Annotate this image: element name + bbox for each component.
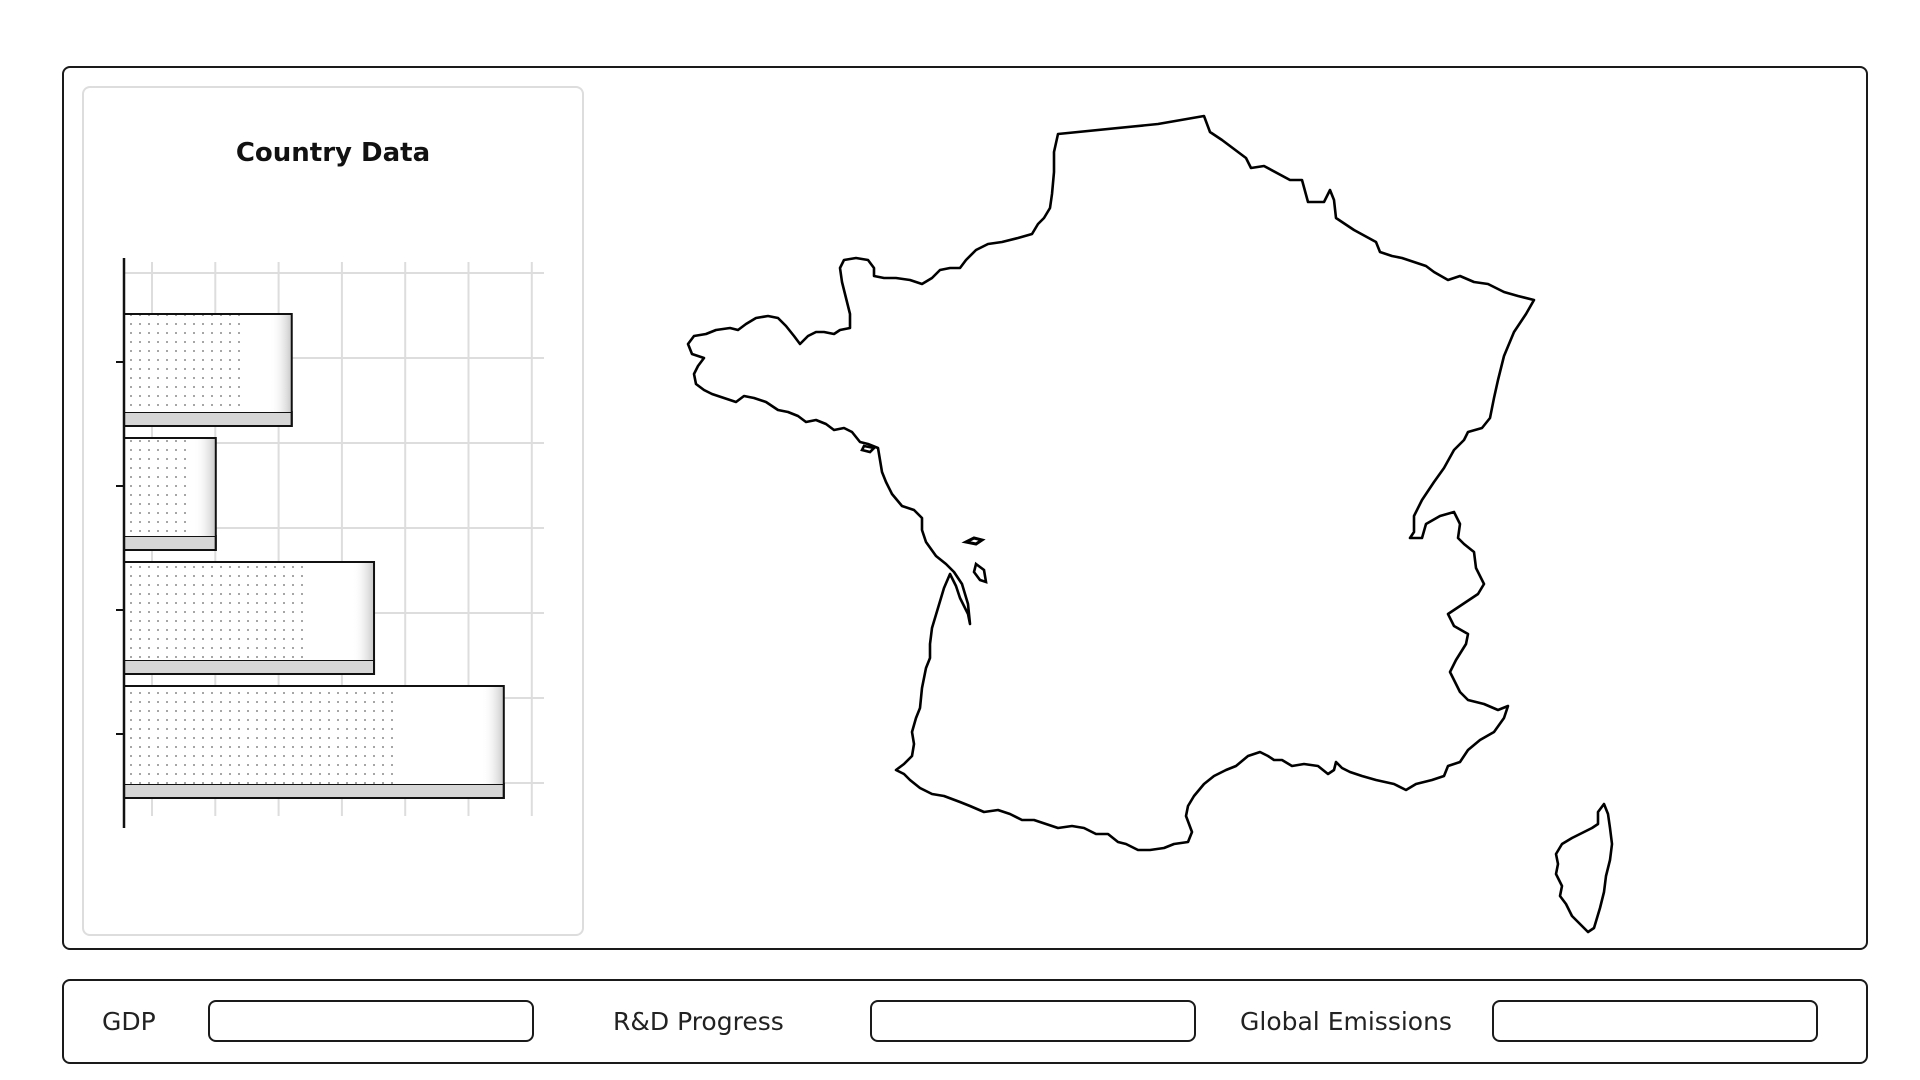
chart-bar-0-edge [269, 314, 292, 412]
controls-bar: GDP R&D Progress Global Emissions [62, 979, 1868, 1064]
chart-bar-0-dots [124, 314, 245, 412]
global-emissions-input[interactable] [1492, 1000, 1818, 1042]
ile-d-oleron [972, 561, 988, 584]
chart-bar-3-edge [481, 686, 504, 784]
card-title: Country Data [235, 138, 431, 168]
gdp-label: GDP [102, 1007, 156, 1036]
chart-bar-2-dots [124, 562, 305, 660]
chart-bar-0 [123, 313, 293, 427]
corsica-outline [1554, 802, 1614, 934]
rd-progress-label: R&D Progress [613, 1007, 784, 1036]
global-emissions-label: Global Emissions [1240, 1007, 1452, 1036]
chart-bar-1-edge [193, 438, 216, 536]
gdp-input[interactable] [208, 1000, 534, 1042]
belle-ile [860, 444, 877, 454]
rd-progress-input[interactable] [870, 1000, 1196, 1042]
country-data-chart [116, 258, 544, 828]
chart-bar-1-dots [124, 438, 191, 536]
chart-bar-3-dots [124, 686, 398, 784]
france-map [686, 114, 1614, 934]
chart-bar-3 [123, 685, 505, 799]
france-mainland-outline [686, 114, 1536, 852]
country-data-card: Country Data [82, 86, 584, 936]
chart-bar-2 [123, 561, 376, 675]
ile-de-re [961, 536, 986, 546]
chart-bar-2-edge [352, 562, 375, 660]
chart-bar-1 [123, 437, 217, 551]
main-panel: Country Data [62, 66, 1868, 950]
